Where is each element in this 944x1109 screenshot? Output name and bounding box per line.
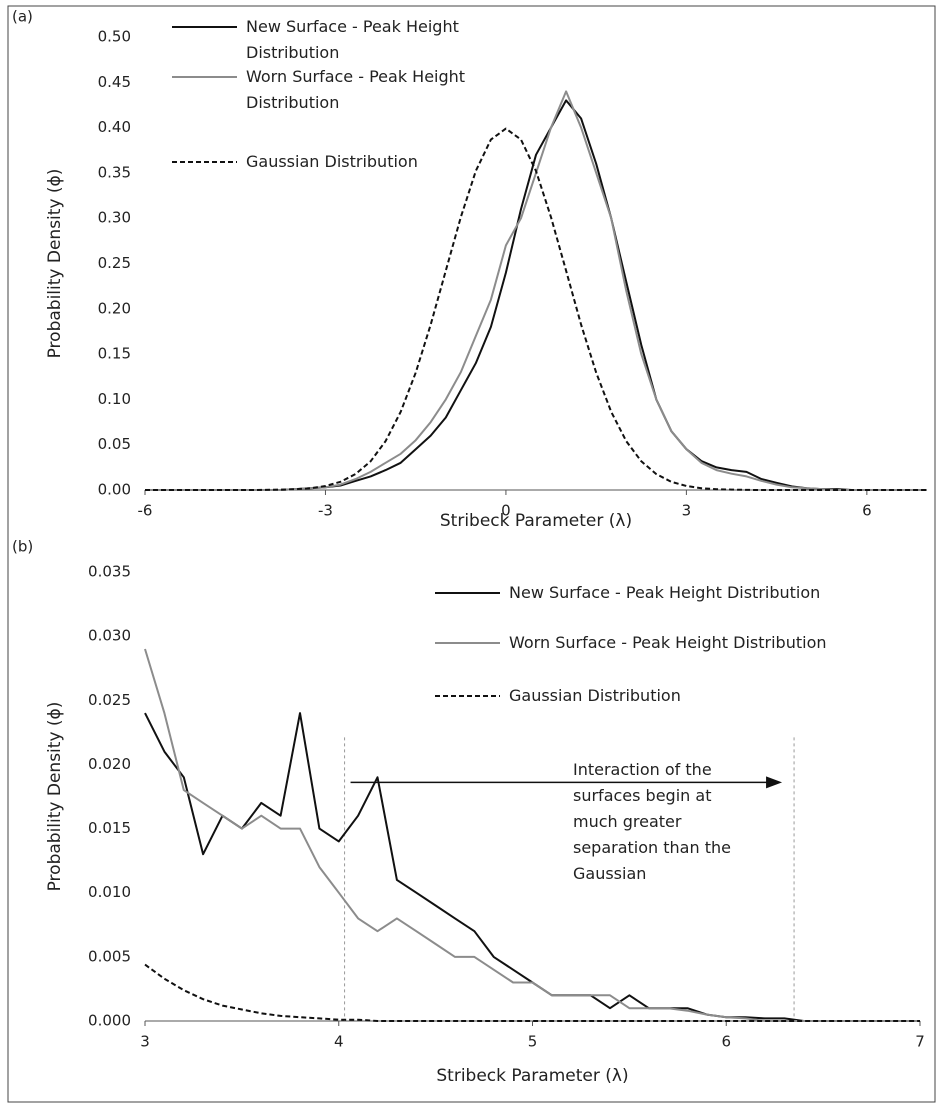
x-tick-label: 3 (140, 1033, 150, 1051)
x-tick-label: 0 (501, 502, 511, 520)
data-line (145, 127, 927, 491)
legend-label: New Surface - Peak Height Distribution (509, 583, 821, 602)
x-tick-label: -6 (138, 502, 153, 520)
y-tick-label: 0.00 (98, 481, 131, 499)
y-tick-label: 0.035 (88, 563, 131, 581)
y-tick-label: 0.50 (98, 28, 131, 46)
x-tick-label: 3 (682, 502, 692, 520)
y-tick-label: 0.40 (98, 118, 131, 136)
legend-label: New Surface - Peak Height Distribution (246, 17, 459, 62)
x-tick-label: 6 (721, 1033, 731, 1051)
y-tick-label: 0.20 (98, 299, 131, 317)
x-tick-label: 5 (528, 1033, 538, 1051)
x-axis-title: Stribeck Parameter (λ) (440, 511, 632, 531)
panel-label: (b) (12, 538, 33, 556)
y-tick-label: 0.005 (88, 947, 131, 965)
legend-label: Worn Surface - Peak Height Distribution (246, 67, 466, 112)
y-tick-label: 0.15 (98, 345, 131, 363)
x-axis-title: Stribeck Parameter (λ) (436, 1066, 628, 1086)
frame (7, 5, 936, 1103)
annotation: Interaction of the surfaces begin at muc… (573, 760, 731, 883)
x-tick-label: -3 (318, 502, 333, 520)
panel-label: (a) (12, 8, 33, 26)
legend-label: Gaussian Distribution (246, 152, 418, 171)
x-tick-label: 6 (862, 502, 872, 520)
legend-label: Worn Surface - Peak Height Distribution (509, 633, 827, 652)
x-tick-label: 4 (334, 1033, 344, 1051)
y-tick-label: 0.020 (88, 755, 131, 773)
y-tick-label: 0.000 (88, 1012, 131, 1030)
y-tick-label: 0.10 (98, 390, 131, 408)
y-tick-label: 0.25 (98, 254, 131, 272)
data-line (144, 963, 920, 1022)
y-tick-label: 0.35 (98, 163, 131, 181)
x-tick-label: 7 (915, 1033, 925, 1051)
y-tick-label: 0.025 (88, 691, 131, 709)
y-tick-label: 0.05 (98, 435, 131, 453)
y-tick-label: 0.45 (98, 73, 131, 91)
y-tick-label: 0.30 (98, 209, 131, 227)
y-axis-title: Probability Density (ϕ) (45, 169, 65, 359)
y-tick-label: 0.015 (88, 819, 131, 837)
y-tick-label: 0.010 (88, 883, 131, 901)
y-tick-label: 0.030 (88, 627, 131, 645)
arrow-head (766, 776, 783, 789)
legend-label: Gaussian Distribution (509, 686, 681, 705)
data-line (144, 712, 920, 1022)
y-axis-title: Probability Density (ϕ) (45, 702, 65, 892)
